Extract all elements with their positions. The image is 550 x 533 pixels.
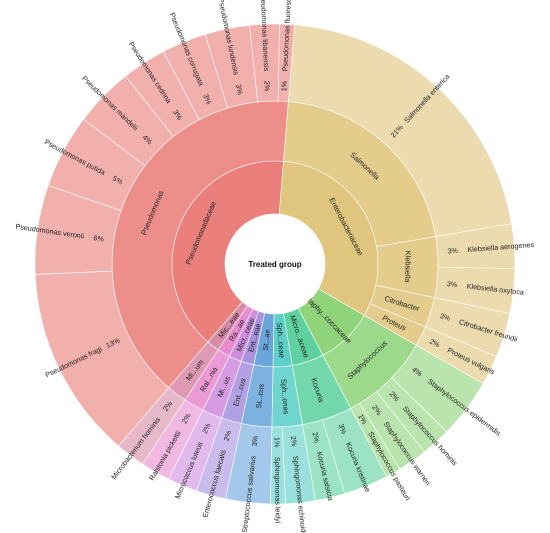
species-value-klebsiella-aerogenes: 3% <box>447 246 459 256</box>
species-value-pseudomonas-corrugata: 3% <box>201 93 213 107</box>
species-segment-pseudomonas-fluorescens <box>277 23 295 102</box>
species-value-kocuria-salsicia: 2% <box>310 431 321 444</box>
genus-label-sphingomonas: Sph...onas <box>279 379 291 415</box>
species-value-citrobacter-freundii: 3% <box>439 311 452 323</box>
species-value-pseudomonas-veronii: 6% <box>93 233 105 243</box>
family-label-streptococcaceae: St...ae <box>261 329 272 351</box>
family-label-sphingomonadaceae: Sph...ceae <box>275 322 287 358</box>
species-value-pseudomonas-lundensis: 3% <box>234 83 245 96</box>
genus-label-streptococcus: St...cus <box>254 383 266 409</box>
species-value-pseudomonas-fluorescens: 1% <box>279 80 289 91</box>
species-segment-salmonella-enterica <box>288 24 512 237</box>
species-label-pseudomonas-libanensis: Pseudomonas libanensis <box>259 0 271 72</box>
species-value-klebsiella-oxytoca: 3% <box>446 279 458 289</box>
species-value-proteus-vulgaris: 2% <box>428 337 442 350</box>
center-hole <box>225 214 325 314</box>
center-label: Treated group <box>248 260 301 269</box>
species-value-pseudomonas-libanensis: 2% <box>263 81 272 92</box>
genus-label-klebsiella: Klebsiella <box>403 251 413 284</box>
species-value-sphingomonas-echinoides: 2% <box>289 436 299 448</box>
species-value-kocuria-kristinae: 3% <box>336 422 348 436</box>
species-value-sphingomonas-leidyi: 1% <box>273 437 282 448</box>
species-label-sphingomonas-leidyi: Sphingomonas leidyi <box>273 457 283 524</box>
family-ring <box>171 160 379 368</box>
species-ring <box>34 23 516 505</box>
species-value-streptococcus-salivarius: 3% <box>250 435 260 447</box>
species-value-enterococcus-faecalis: 2% <box>222 429 234 442</box>
species-value-micrococcus-luteus: 2% <box>200 421 213 435</box>
